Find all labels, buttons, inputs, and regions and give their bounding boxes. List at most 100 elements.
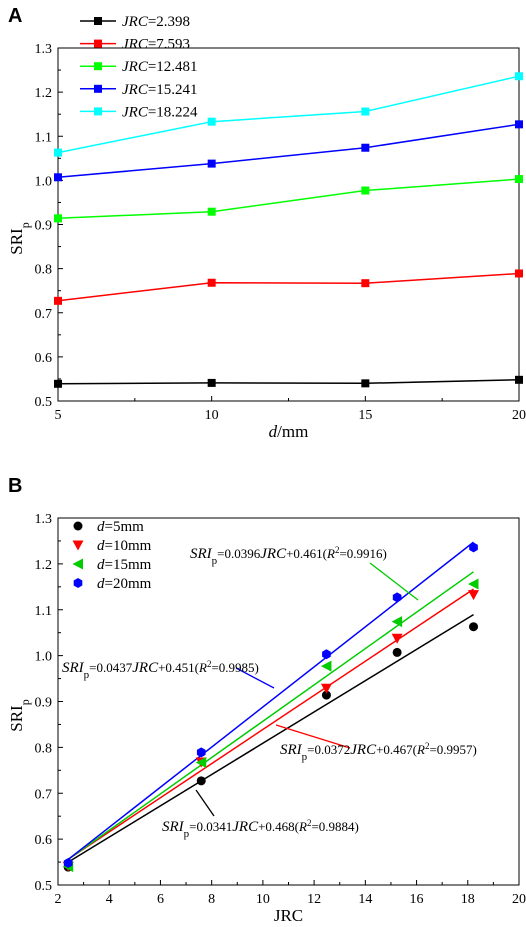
data-point <box>195 757 207 769</box>
legend-label: d=10mm <box>97 538 152 554</box>
data-point <box>320 683 332 694</box>
eq-r: R <box>198 660 207 675</box>
eq-intercept: +0.461( <box>286 546 327 561</box>
series-line <box>57 178 520 220</box>
annotation-leader <box>275 724 351 749</box>
data-point <box>54 173 62 182</box>
chart-panel-a: A 0.5 0.6 0.7 0.8 0.9 1.0 1.1 1.2 1.3 5 10 15 20 SRIp d… <box>7 5 526 441</box>
data-point <box>54 296 62 305</box>
annotation-leader <box>195 789 215 817</box>
legend-label: d=5mm <box>97 519 144 535</box>
y-tick-label: 0.9 <box>35 696 53 711</box>
x-tick-label: 4 <box>106 892 113 907</box>
y-tick-label: 0.7 <box>35 787 53 802</box>
y-axis-label-main: SRI <box>7 705 26 732</box>
legend-label-rest: =15.241 <box>148 82 198 98</box>
data-point <box>207 159 216 168</box>
data-point <box>392 647 402 657</box>
data-point <box>63 857 73 868</box>
legend-marker <box>73 521 83 531</box>
y-tick-label: 0.6 <box>35 351 53 366</box>
data-point <box>196 747 206 758</box>
fit-annotation: SRIp=0.0372JRC+0.467(R2=0.9957) <box>275 724 477 763</box>
eq-exp: 2 <box>425 741 430 751</box>
y-axis-label: SRIp <box>7 222 32 254</box>
fit-annotation: SRIp=0.0437JRC+0.451(R2=0.9985) <box>62 659 275 689</box>
data-point <box>469 542 478 553</box>
panel-label: B <box>8 475 22 497</box>
x-tick-label: 15 <box>358 408 372 423</box>
fit-equation: SRIp=0.0437JRC+0.451(R2=0.9985) <box>62 659 259 681</box>
x-tick-label: 10 <box>205 408 219 423</box>
series-4 <box>54 72 523 157</box>
legend-label-rest: =7.593 <box>148 37 190 53</box>
data-point <box>469 622 479 632</box>
eq-sri: SRI <box>280 742 303 758</box>
x-tick-label: 14 <box>358 892 372 907</box>
legend-label: JRC=2.398 <box>122 14 190 30</box>
eq-r2: =0.9985) <box>211 660 258 675</box>
eq-sub: p <box>302 751 308 763</box>
x-axis-label-italic: d <box>269 422 278 441</box>
data-point <box>207 278 216 287</box>
legend-label-rest: =18.224 <box>148 104 198 120</box>
eq-r2: =0.9884) <box>311 819 358 834</box>
y-axis-label: SRIp <box>7 699 32 731</box>
eq-sub: p <box>84 669 90 681</box>
x-tick-label: 8 <box>208 892 215 907</box>
eq-slope: =0.0372 <box>307 742 350 757</box>
eq-intercept: +0.468( <box>258 819 299 834</box>
y-tick-label: 1.3 <box>35 42 53 57</box>
eq-exp: 2 <box>307 818 312 828</box>
fit-line <box>67 613 474 863</box>
eq-intercept: +0.451( <box>158 660 199 675</box>
legend-label-rest: =15mm <box>105 557 152 573</box>
data-point <box>468 590 480 601</box>
x-tick-label: 18 <box>461 892 475 907</box>
data-point <box>321 690 331 700</box>
x-axis-label-rest: /mm <box>277 422 308 441</box>
eq-sub: p <box>212 555 218 567</box>
legend-label-rest: =12.481 <box>148 59 198 75</box>
y-tick-label: 1.3 <box>35 512 53 527</box>
y-tick-label: 0.8 <box>35 263 53 278</box>
data-point <box>361 143 370 152</box>
eq-sri: SRI <box>62 660 85 676</box>
annotation-leader <box>369 562 419 601</box>
fit-line <box>67 588 474 860</box>
y-axis-label-main: SRI <box>7 228 26 255</box>
fit-series-1 <box>67 588 474 860</box>
data-point <box>392 592 402 603</box>
data-point <box>515 375 523 384</box>
eq-jrc: JRC <box>260 546 287 562</box>
eq-slope: =0.0396 <box>217 546 261 561</box>
data-point <box>207 207 216 216</box>
fit-series-2 <box>67 571 474 860</box>
eq-r: R <box>298 819 307 834</box>
x-tick-label: 20 <box>512 892 526 907</box>
data-point <box>54 148 62 157</box>
legend-marker <box>94 107 102 116</box>
data-point <box>515 175 523 184</box>
legend-marker <box>94 39 102 48</box>
fit-series-3 <box>67 541 474 860</box>
data-point <box>391 616 403 628</box>
fit-line <box>67 571 474 860</box>
x-tick-label: 2 <box>55 892 62 907</box>
scatter-series-3 <box>63 542 478 868</box>
data-point <box>361 279 370 288</box>
eq-slope: =0.0437 <box>89 660 133 675</box>
x-tick-label: 6 <box>157 892 164 907</box>
series-line <box>57 75 520 154</box>
legend-label-italic: d <box>97 576 105 592</box>
legend-label-italic: JRC <box>122 59 149 75</box>
legend-marker <box>94 62 102 71</box>
series-0 <box>54 375 523 388</box>
plot-frame <box>57 47 520 402</box>
y-tick-label: 0.5 <box>35 395 53 410</box>
legend-label: d=15mm <box>97 557 152 573</box>
fit-line <box>67 541 474 860</box>
chart-panel-b: B 0.5 0.6 0.7 0.8 0.9 1.0 1.1 1.2 1.3 2 4 6 8 10 12 14 16… <box>7 475 526 925</box>
y-tick-label: 0.9 <box>35 219 53 234</box>
